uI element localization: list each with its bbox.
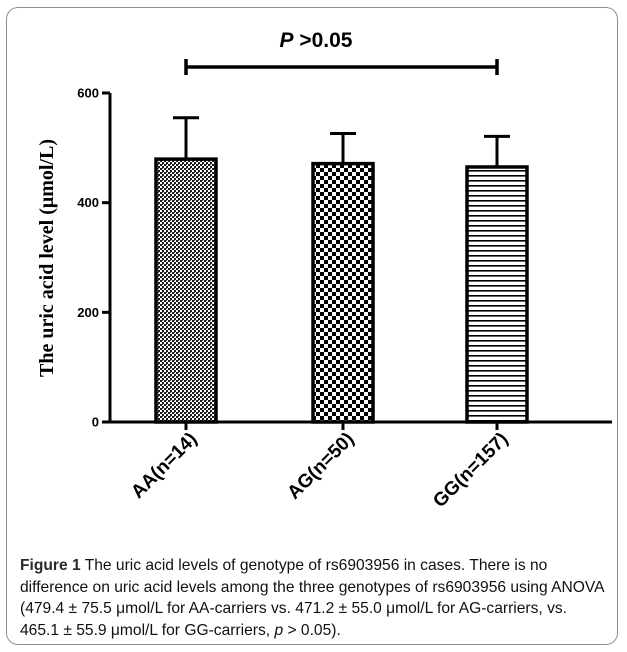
y-axis-label: The uric acid level (μmol/L) [36, 139, 58, 377]
bar-ag [311, 161, 375, 424]
x-tick-label-aa: AA(n=14) [127, 429, 201, 503]
y-tick-label-0: 0 [92, 415, 99, 430]
caption-p-symbol: p [274, 621, 284, 639]
x-tick-label-gg: GG(n=157) [429, 429, 512, 512]
x-tick-label-ag: AG(n=50) [284, 429, 359, 504]
figure-caption: Figure 1 The uric acid levels of genotyp… [20, 555, 610, 641]
bars-layer [154, 116, 529, 424]
bar-gg [465, 165, 529, 424]
caption-figure-label: Figure 1 [20, 557, 81, 574]
significance-label: P >0.05 [280, 29, 353, 52]
y-tick-label-400: 400 [77, 195, 99, 210]
caption-text-end: > 0.05). [283, 621, 341, 639]
y-tick-label-200: 200 [77, 305, 99, 320]
bar-chart: 0 200 400 600 AA(n=14) AG(n=50) GG(n=157) P >0.… [36, 29, 612, 512]
significance-p-symbol: P [280, 29, 295, 52]
y-tick-label-600: 600 [77, 86, 99, 101]
significance-value: >0.05 [294, 29, 353, 52]
caption-text: The uric acid levels of genotype of rs69… [20, 557, 604, 639]
bar-aa [154, 157, 218, 424]
